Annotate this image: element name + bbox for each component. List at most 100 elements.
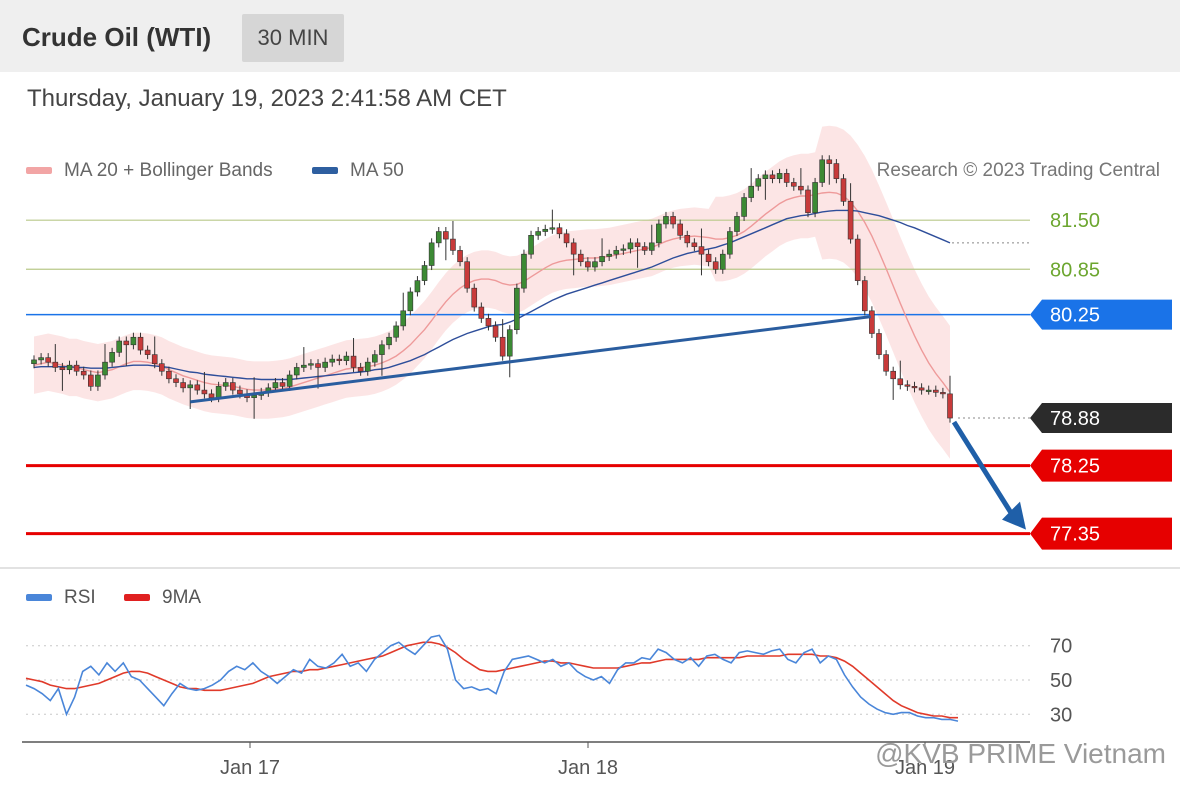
- candle-body: [641, 246, 648, 251]
- candle-body: [698, 246, 705, 255]
- candle-body: [947, 393, 953, 419]
- candle-body: [677, 223, 683, 236]
- candle-body: [705, 253, 712, 263]
- candle-body: [499, 336, 506, 357]
- candle-body: [251, 395, 257, 398]
- candle-body: [407, 291, 414, 312]
- research-credit: Research © 2023 Trading Central: [876, 160, 1160, 181]
- candle-body: [904, 384, 911, 387]
- x-tick-label: Jan 17: [220, 757, 280, 779]
- candle-body: [762, 174, 769, 179]
- candle-body: [485, 318, 492, 327]
- candle-body: [577, 253, 584, 263]
- candle-body: [31, 359, 37, 364]
- candle-body: [315, 363, 321, 368]
- candle-body: [151, 354, 158, 364]
- candle-body: [506, 329, 513, 357]
- candle-body: [712, 261, 719, 270]
- last-price-label: 78.88: [1050, 408, 1100, 430]
- candle-body: [400, 310, 407, 327]
- candle-body: [876, 333, 882, 355]
- candle-body: [592, 261, 598, 268]
- x-tick-label: Jan 18: [558, 757, 618, 779]
- candle-body: [819, 159, 825, 183]
- candle-body: [428, 242, 435, 266]
- ma20-swatch: [26, 167, 52, 175]
- pivot-label: 80.25: [1050, 305, 1100, 327]
- candle-body: [549, 227, 556, 230]
- candle-body: [812, 182, 818, 213]
- timeframe-button[interactable]: 30 MIN: [242, 14, 344, 62]
- bollinger-band: [34, 125, 950, 459]
- candle-body: [776, 173, 783, 179]
- candle-body: [471, 287, 478, 308]
- candle-body: [201, 389, 208, 395]
- candle-body: [847, 201, 854, 240]
- candle-body: [911, 386, 918, 389]
- candle-body: [492, 325, 499, 338]
- candle-body: [521, 253, 527, 289]
- candle-body: [102, 361, 108, 376]
- candle-body: [208, 393, 215, 398]
- candle-body: [755, 178, 762, 187]
- 9ma-swatch: [124, 594, 150, 602]
- candle-body: [805, 189, 811, 213]
- candle-body: [528, 235, 534, 255]
- candle-body: [599, 256, 605, 263]
- ma50-line: [33, 209, 951, 381]
- candle-body: [727, 231, 733, 255]
- watermark-text: @KVB PRIME Vietnam: [875, 738, 1166, 769]
- support-label: 78.25: [1050, 456, 1100, 478]
- candle-body: [833, 163, 840, 179]
- pivot-tag: [1030, 299, 1172, 330]
- candle-body: [357, 367, 364, 372]
- candle-body: [826, 159, 833, 164]
- last-price-tag: [1030, 403, 1172, 434]
- candle-body: [95, 374, 101, 387]
- candle-body: [769, 174, 776, 179]
- candle-body: [180, 382, 186, 389]
- candle-body: [719, 253, 726, 270]
- candle-body: [173, 378, 179, 383]
- candle-body: [556, 227, 563, 235]
- candle-body: [230, 382, 236, 391]
- support-tag: [1030, 517, 1172, 550]
- candle-body: [73, 364, 80, 372]
- candle-body: [570, 242, 577, 255]
- candle-body: [372, 354, 378, 363]
- candle-body: [38, 357, 44, 361]
- candle-body: [414, 280, 421, 293]
- legend-9ma-label: 9MA: [162, 587, 202, 608]
- ma20-line: [33, 191, 951, 393]
- candle-body: [59, 367, 66, 371]
- forecast-arrowhead: [1002, 501, 1026, 530]
- rsi-tick-label: 70: [1050, 636, 1072, 658]
- candle-body: [350, 355, 357, 368]
- candle-body: [457, 250, 463, 263]
- candle-body: [606, 253, 612, 257]
- candle-body: [123, 340, 130, 346]
- candle-body: [45, 357, 52, 363]
- legend-ma20: MA 20 + Bollinger Bands: [26, 160, 273, 182]
- candle-body: [783, 173, 790, 183]
- rsi-line: [25, 634, 959, 722]
- legend-ma20-label: MA 20 + Bollinger Bands: [64, 160, 273, 181]
- candle-body: [925, 389, 932, 392]
- rsi-tick-label: 30: [1050, 704, 1072, 726]
- candle-body: [790, 182, 797, 187]
- instrument-title: Crude Oil (WTI): [22, 22, 212, 52]
- candle-body: [585, 261, 591, 268]
- candle-body: [869, 310, 875, 334]
- candle-body: [279, 382, 286, 387]
- candle-body: [932, 389, 939, 393]
- candle-body: [861, 280, 868, 312]
- candle-body: [52, 361, 59, 368]
- candle-body: [301, 364, 307, 368]
- candle-body: [613, 250, 620, 255]
- candle-body: [443, 231, 449, 240]
- candle-body: [379, 344, 385, 355]
- candle-body: [215, 386, 222, 398]
- ma50-swatch: [312, 167, 338, 175]
- candle-body: [272, 382, 279, 389]
